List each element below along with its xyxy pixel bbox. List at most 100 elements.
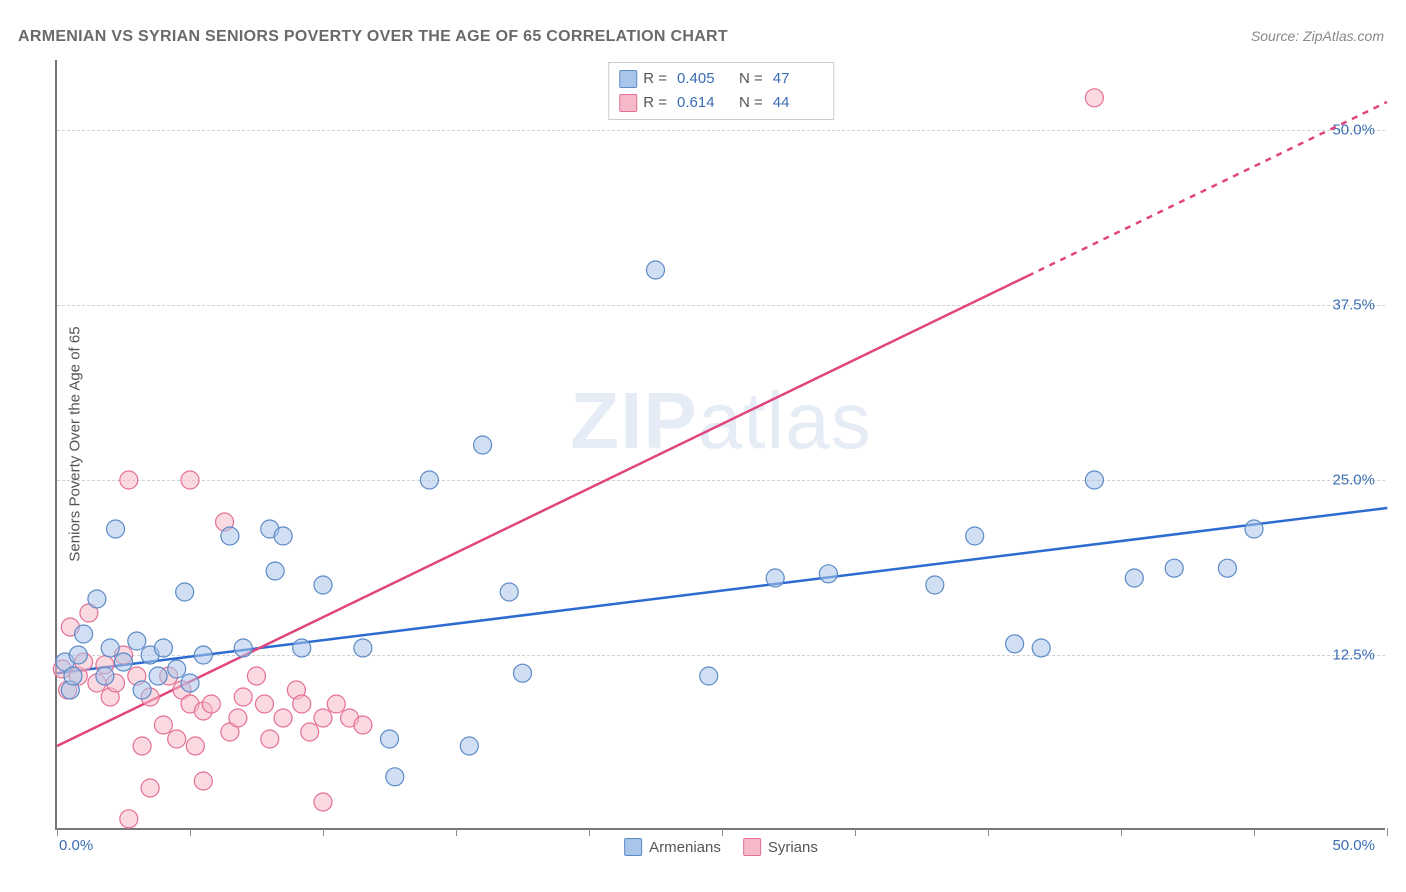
point-armenians (500, 583, 518, 601)
point-armenians (64, 667, 82, 685)
point-syrians (141, 779, 159, 797)
point-armenians (966, 527, 984, 545)
point-armenians (149, 667, 167, 685)
point-armenians (69, 646, 87, 664)
point-syrians (248, 667, 266, 685)
stats-row-syrians: R = 0.614 N = 44 (619, 91, 819, 115)
source-attribution: Source: ZipAtlas.com (1251, 28, 1384, 44)
swatch-armenians-icon (624, 838, 642, 856)
point-armenians (1032, 639, 1050, 657)
x-tick (1387, 828, 1388, 836)
point-syrians (234, 688, 252, 706)
point-armenians (766, 569, 784, 587)
stats-row-armenians: R = 0.405 N = 47 (619, 67, 819, 91)
point-syrians (181, 471, 199, 489)
n-value-syrians: 44 (773, 91, 819, 115)
trend-line-syrians (57, 276, 1028, 746)
point-armenians (420, 471, 438, 489)
point-armenians (1006, 635, 1024, 653)
point-armenians (700, 667, 718, 685)
point-armenians (96, 667, 114, 685)
point-armenians (115, 653, 133, 671)
legend-item-armenians: Armenians (624, 838, 721, 856)
point-armenians (181, 674, 199, 692)
x-tick (855, 828, 856, 836)
point-armenians (386, 768, 404, 786)
trend-line-syrians-dashed (1028, 102, 1387, 276)
point-armenians (75, 625, 93, 643)
point-armenians (234, 639, 252, 657)
x-tick (1254, 828, 1255, 836)
chart-title: ARMENIAN VS SYRIAN SENIORS POVERTY OVER … (18, 28, 728, 46)
x-tick (589, 828, 590, 836)
scatter-chart-svg (57, 60, 1385, 828)
point-armenians (1218, 559, 1236, 577)
point-syrians (293, 695, 311, 713)
point-armenians (354, 639, 372, 657)
x-tick (722, 828, 723, 836)
x-axis-min-label: 0.0% (59, 837, 93, 854)
swatch-syrians-icon (619, 94, 637, 112)
point-armenians (221, 527, 239, 545)
point-armenians (133, 681, 151, 699)
point-armenians (293, 639, 311, 657)
point-armenians (128, 632, 146, 650)
x-tick (323, 828, 324, 836)
point-armenians (1245, 520, 1263, 538)
point-syrians (327, 695, 345, 713)
point-armenians (1165, 559, 1183, 577)
x-tick (456, 828, 457, 836)
point-syrians (202, 695, 220, 713)
point-syrians (255, 695, 273, 713)
point-armenians (176, 583, 194, 601)
point-armenians (1085, 471, 1103, 489)
correlation-stats-box: R = 0.405 N = 47 R = 0.614 N = 44 (608, 62, 834, 120)
point-armenians (926, 576, 944, 594)
point-armenians (266, 562, 284, 580)
point-syrians (194, 772, 212, 790)
point-syrians (314, 793, 332, 811)
x-tick (190, 828, 191, 836)
point-armenians (460, 737, 478, 755)
point-syrians (154, 716, 172, 734)
swatch-syrians-icon (743, 838, 761, 856)
legend-label-armenians: Armenians (649, 839, 721, 856)
point-syrians (261, 730, 279, 748)
x-axis-max-label: 50.0% (1332, 837, 1375, 854)
point-armenians (168, 660, 186, 678)
x-tick (57, 828, 58, 836)
point-syrians (168, 730, 186, 748)
legend-item-syrians: Syrians (743, 838, 818, 856)
chart-legend: Armenians Syrians (624, 838, 818, 856)
point-syrians (133, 737, 151, 755)
point-armenians (474, 436, 492, 454)
point-armenians (88, 590, 106, 608)
swatch-armenians-icon (619, 70, 637, 88)
plot-area: 12.5%25.0%37.5%50.0% 0.0% 50.0% Seniors … (55, 60, 1385, 830)
x-tick (988, 828, 989, 836)
point-armenians (314, 576, 332, 594)
point-armenians (101, 639, 119, 657)
point-syrians (314, 709, 332, 727)
point-armenians (819, 565, 837, 583)
x-tick (1121, 828, 1122, 836)
point-syrians (186, 737, 204, 755)
point-syrians (120, 810, 138, 828)
r-value-syrians: 0.614 (677, 91, 723, 115)
point-syrians (229, 709, 247, 727)
point-armenians (647, 261, 665, 279)
point-armenians (381, 730, 399, 748)
point-syrians (301, 723, 319, 741)
point-armenians (274, 527, 292, 545)
point-syrians (120, 471, 138, 489)
point-armenians (154, 639, 172, 657)
point-armenians (194, 646, 212, 664)
point-armenians (107, 520, 125, 538)
point-syrians (274, 709, 292, 727)
legend-label-syrians: Syrians (768, 839, 818, 856)
point-armenians (514, 664, 532, 682)
point-armenians (1125, 569, 1143, 587)
r-value-armenians: 0.405 (677, 67, 723, 91)
n-value-armenians: 47 (773, 67, 819, 91)
point-syrians (354, 716, 372, 734)
